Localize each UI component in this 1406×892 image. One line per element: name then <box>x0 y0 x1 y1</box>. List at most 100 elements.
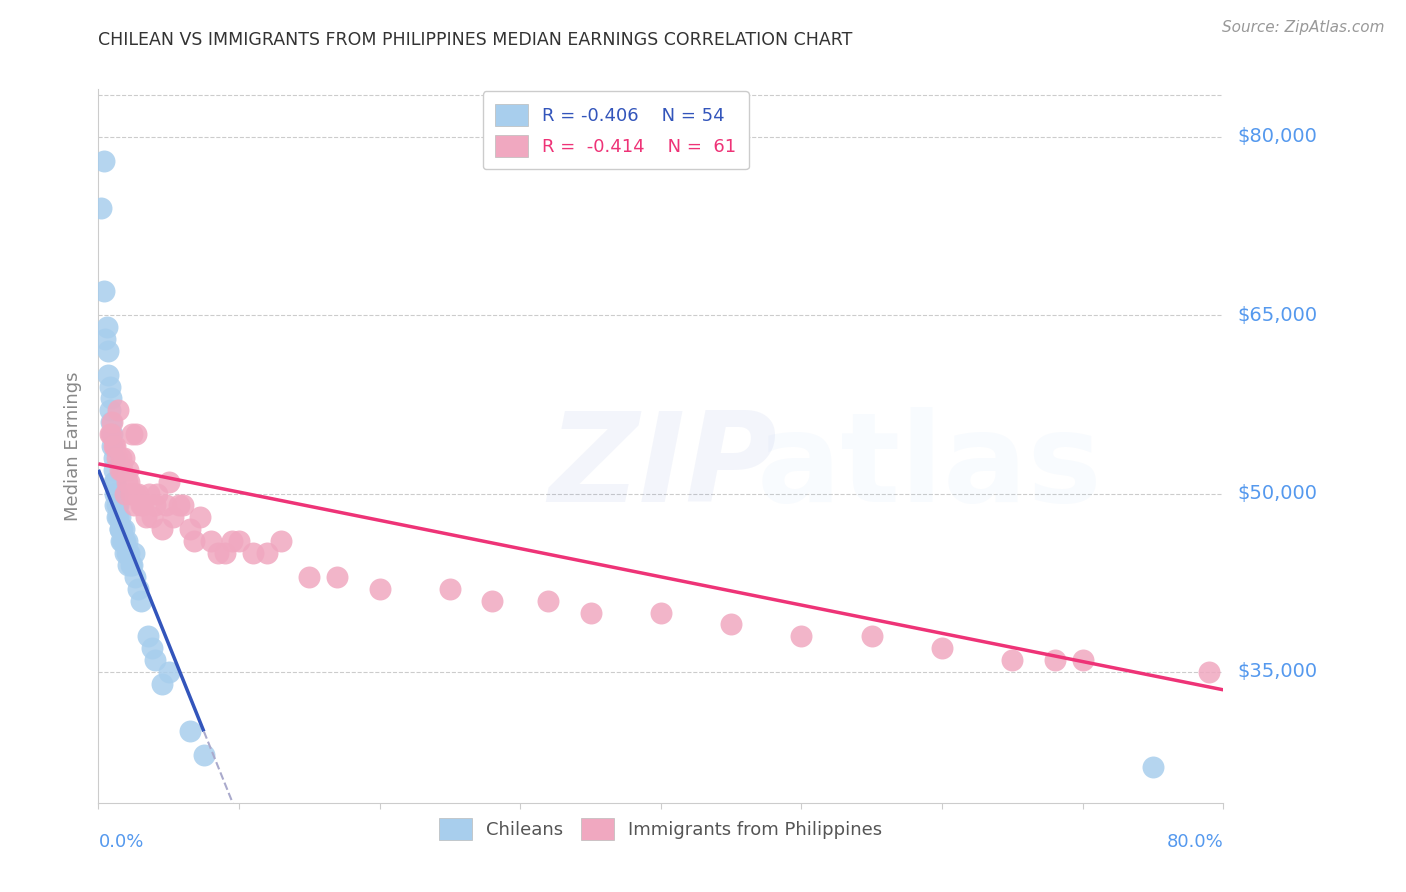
Point <box>117 463 139 477</box>
Point <box>1142 760 1164 774</box>
Point <box>108 522 131 536</box>
Point <box>326 570 349 584</box>
Point <box>120 558 142 572</box>
Text: 80.0%: 80.0% <box>1167 833 1223 851</box>
Point <box>143 499 166 513</box>
Point <box>155 499 177 513</box>
Point <box>790 629 813 643</box>
Point <box>579 606 602 620</box>
Point <box>104 499 127 513</box>
Point <box>107 403 129 417</box>
Point <box>94 332 117 346</box>
Point <box>110 450 132 465</box>
Point <box>111 534 134 549</box>
Point <box>108 510 131 524</box>
Text: $35,000: $35,000 <box>1237 663 1317 681</box>
Point <box>105 486 128 500</box>
Point <box>650 606 672 620</box>
Point <box>114 534 136 549</box>
Point <box>860 629 883 643</box>
Text: ZIP: ZIP <box>548 407 778 528</box>
Point <box>97 343 120 358</box>
Point <box>90 201 112 215</box>
Point <box>242 546 264 560</box>
Point <box>112 534 135 549</box>
Point <box>228 534 250 549</box>
Point <box>298 570 321 584</box>
Point <box>179 724 201 739</box>
Point <box>100 415 122 429</box>
Point <box>124 486 146 500</box>
Point <box>111 522 134 536</box>
Point <box>221 534 243 549</box>
Point <box>481 593 503 607</box>
Point <box>120 486 142 500</box>
Point <box>368 582 391 596</box>
Point <box>108 463 131 477</box>
Point <box>105 510 128 524</box>
Point <box>537 593 560 607</box>
Point <box>157 475 180 489</box>
Point <box>136 629 159 643</box>
Point <box>103 475 125 489</box>
Point <box>115 534 138 549</box>
Point <box>167 499 190 513</box>
Point <box>121 558 143 572</box>
Point <box>114 486 136 500</box>
Point <box>100 392 122 406</box>
Point <box>146 486 169 500</box>
Point <box>188 510 211 524</box>
Point <box>127 582 149 596</box>
Point <box>110 534 132 549</box>
Point <box>107 510 129 524</box>
Point <box>141 510 163 524</box>
Point <box>103 450 125 465</box>
Point <box>207 546 229 560</box>
Point <box>214 546 236 560</box>
Point <box>129 593 152 607</box>
Point <box>179 522 201 536</box>
Point <box>104 475 127 489</box>
Point <box>93 285 115 299</box>
Point <box>104 486 127 500</box>
Point <box>114 546 136 560</box>
Point <box>111 463 134 477</box>
Point <box>96 320 118 334</box>
Point <box>162 510 184 524</box>
Point <box>132 499 155 513</box>
Text: 0.0%: 0.0% <box>98 833 143 851</box>
Text: Source: ZipAtlas.com: Source: ZipAtlas.com <box>1222 20 1385 35</box>
Point <box>183 534 205 549</box>
Text: CHILEAN VS IMMIGRANTS FROM PHILIPPINES MEDIAN EARNINGS CORRELATION CHART: CHILEAN VS IMMIGRANTS FROM PHILIPPINES M… <box>98 31 853 49</box>
Point <box>118 546 141 560</box>
Point <box>117 558 139 572</box>
Point <box>135 510 157 524</box>
Point <box>150 677 173 691</box>
Point <box>931 641 953 656</box>
Point <box>115 546 138 560</box>
Point <box>143 653 166 667</box>
Point <box>115 475 138 489</box>
Text: $65,000: $65,000 <box>1237 306 1317 325</box>
Point <box>97 368 120 382</box>
Point <box>122 546 145 560</box>
Point <box>112 450 135 465</box>
Point <box>141 641 163 656</box>
Point <box>98 403 121 417</box>
Point <box>256 546 278 560</box>
Point <box>157 665 180 679</box>
Point <box>101 439 124 453</box>
Point <box>1001 653 1024 667</box>
Point <box>270 534 292 549</box>
Point <box>93 153 115 168</box>
Point <box>105 450 128 465</box>
Point <box>110 522 132 536</box>
Point <box>1043 653 1066 667</box>
Point <box>121 427 143 442</box>
Point <box>172 499 194 513</box>
Point <box>150 522 173 536</box>
Text: $80,000: $80,000 <box>1237 128 1317 146</box>
Point <box>108 522 131 536</box>
Legend: Chileans, Immigrants from Philippines: Chileans, Immigrants from Philippines <box>432 811 890 847</box>
Point <box>129 499 152 513</box>
